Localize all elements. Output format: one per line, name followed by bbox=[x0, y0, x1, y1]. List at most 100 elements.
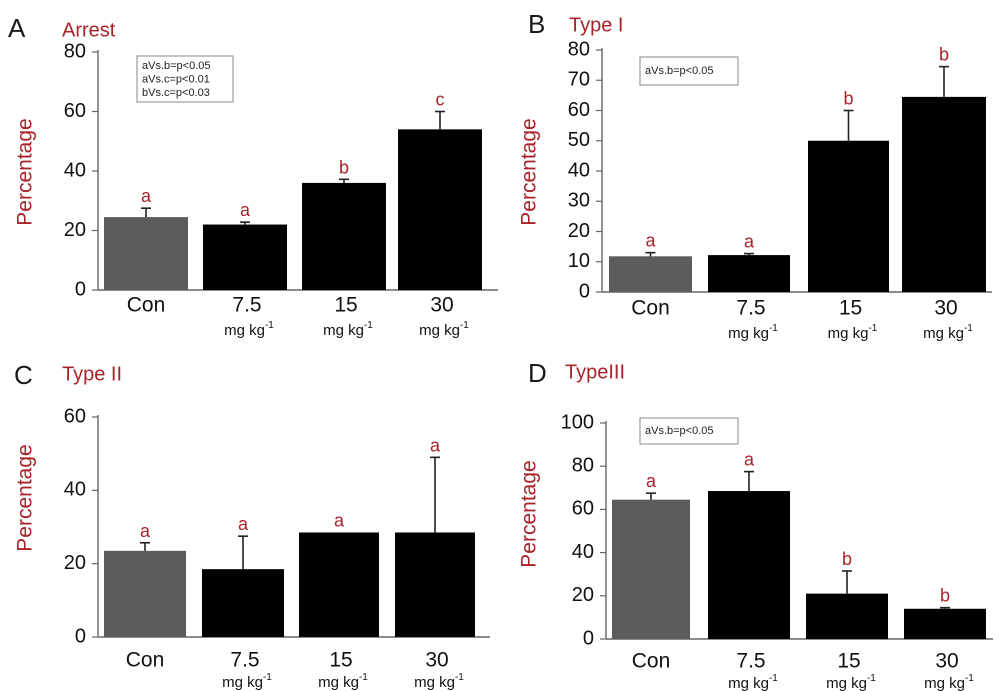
unit-label: mg kg-1 bbox=[923, 323, 973, 342]
significance-letter: a bbox=[240, 200, 251, 220]
bar bbox=[398, 129, 482, 290]
significance-letter: a bbox=[238, 514, 249, 534]
category-label: 15 bbox=[837, 650, 860, 673]
legend-entry: aVs.b=p<0.05 bbox=[645, 425, 714, 437]
unit-text: mg kg bbox=[728, 675, 769, 691]
legend-box bbox=[639, 56, 739, 86]
category-label: 15 bbox=[839, 297, 862, 320]
significance-letter: a bbox=[141, 186, 152, 206]
unit-superscript: -1 bbox=[964, 323, 973, 334]
y-tick-label: 20 bbox=[64, 219, 86, 241]
y-axis-label: Percentage bbox=[518, 460, 541, 567]
unit-label: mg kg-1 bbox=[414, 672, 464, 691]
category-label: Con bbox=[126, 649, 165, 672]
y-tick-label: 60 bbox=[572, 498, 594, 520]
unit-superscript: -1 bbox=[364, 320, 373, 331]
category-label: 30 bbox=[934, 297, 957, 320]
panel-title: Arrest bbox=[62, 19, 116, 41]
unit-superscript: -1 bbox=[965, 673, 974, 684]
y-axis-label: Percentage bbox=[518, 118, 541, 225]
y-tick-label: 80 bbox=[568, 38, 590, 60]
significance-letter: a bbox=[430, 435, 441, 455]
y-tick-label: 80 bbox=[64, 40, 86, 62]
panel-d: D TypeIIIPercentage020406080100aCona7.5mg… bbox=[518, 358, 993, 691]
category-label: Con bbox=[127, 294, 166, 317]
unit-label: mg kg-1 bbox=[728, 323, 778, 342]
panel-title: TypeIII bbox=[565, 361, 625, 383]
significance-letter: a bbox=[646, 471, 657, 491]
bar bbox=[612, 499, 690, 639]
unit-text: mg kg bbox=[419, 322, 460, 339]
bar bbox=[902, 96, 986, 292]
unit-text: mg kg bbox=[924, 675, 965, 691]
bar bbox=[104, 550, 186, 637]
unit-label: mg kg-1 bbox=[419, 320, 469, 339]
y-tick-label: 20 bbox=[568, 220, 590, 242]
significance-letter: a bbox=[140, 521, 151, 541]
unit-text: mg kg bbox=[224, 322, 265, 339]
legend-box bbox=[639, 417, 739, 445]
y-tick-label: 80 bbox=[572, 454, 594, 476]
category-label: 7.5 bbox=[736, 297, 765, 320]
category-label: 7.5 bbox=[736, 650, 765, 673]
bar bbox=[708, 255, 790, 292]
unit-text: mg kg bbox=[414, 674, 455, 691]
panel-letter: D bbox=[528, 358, 547, 388]
y-tick-label: 70 bbox=[568, 69, 590, 91]
category-label: 7.5 bbox=[232, 294, 261, 317]
panel-letter: C bbox=[14, 360, 33, 390]
y-tick-label: 10 bbox=[568, 250, 590, 272]
y-tick-label: 0 bbox=[583, 627, 594, 649]
significance-letter: b bbox=[339, 157, 349, 177]
unit-superscript: -1 bbox=[455, 672, 464, 683]
y-axis-label: Percentage bbox=[14, 118, 37, 225]
unit-text: mg kg bbox=[318, 674, 359, 691]
unit-superscript: -1 bbox=[359, 672, 368, 683]
y-tick-label: 0 bbox=[75, 625, 86, 647]
y-tick-label: 30 bbox=[568, 190, 590, 212]
category-label: Con bbox=[631, 297, 670, 320]
category-label: Con bbox=[632, 650, 671, 673]
unit-text: mg kg bbox=[826, 675, 867, 691]
significance-letter: a bbox=[744, 232, 755, 252]
unit-superscript: -1 bbox=[460, 320, 469, 331]
significance-letter: b bbox=[843, 89, 853, 109]
panel-title: Type II bbox=[62, 363, 122, 385]
significance-letter: b bbox=[842, 549, 852, 569]
unit-label: mg kg-1 bbox=[924, 673, 974, 691]
unit-label: mg kg-1 bbox=[224, 320, 274, 339]
unit-label: mg kg-1 bbox=[318, 672, 368, 691]
category-label: 7.5 bbox=[230, 649, 259, 672]
y-tick-label: 40 bbox=[64, 159, 86, 181]
unit-label: mg kg-1 bbox=[828, 323, 878, 342]
y-tick-label: 60 bbox=[64, 100, 86, 122]
bar bbox=[609, 256, 692, 292]
y-axis-label: Percentage bbox=[14, 444, 37, 551]
unit-superscript: -1 bbox=[769, 323, 778, 334]
y-tick-label: 50 bbox=[568, 129, 590, 151]
y-tick-label: 100 bbox=[561, 411, 594, 433]
panel-letter: A bbox=[8, 13, 26, 43]
unit-label: mg kg-1 bbox=[222, 672, 272, 691]
legend-box bbox=[136, 55, 234, 103]
unit-superscript: -1 bbox=[769, 673, 778, 684]
y-tick-label: 20 bbox=[64, 552, 86, 574]
category-label: 30 bbox=[430, 294, 453, 317]
legend-entry: bVs.c=p<0.03 bbox=[142, 87, 210, 99]
y-tick-label: 60 bbox=[568, 99, 590, 121]
bar bbox=[395, 532, 475, 637]
category-label: 15 bbox=[329, 649, 352, 672]
unit-superscript: -1 bbox=[868, 323, 877, 334]
unit-text: mg kg bbox=[728, 325, 769, 342]
bar bbox=[302, 182, 386, 290]
significance-letter: b bbox=[940, 586, 950, 606]
y-tick-label: 20 bbox=[572, 584, 594, 606]
unit-text: mg kg bbox=[222, 674, 263, 691]
significance-letter: a bbox=[334, 511, 345, 531]
y-tick-label: 60 bbox=[64, 405, 86, 427]
significance-letter: a bbox=[744, 450, 755, 470]
unit-superscript: -1 bbox=[265, 320, 274, 331]
bar bbox=[104, 217, 188, 290]
